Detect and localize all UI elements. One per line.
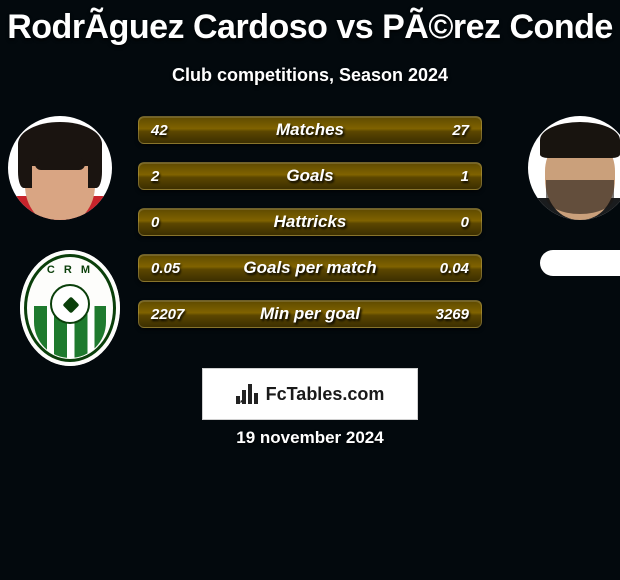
- stat-right-value: 3269: [436, 301, 469, 327]
- stat-right-value: 0.04: [440, 255, 469, 281]
- date-label: 19 november 2024: [0, 428, 620, 448]
- player-right-avatar: [528, 116, 620, 220]
- page-title: RodrÃ­guez Cardoso vs PÃ©rez Conde: [0, 0, 620, 47]
- stat-row-goals-per-match: 0.05 Goals per match 0.04: [138, 254, 482, 282]
- page-subtitle: Club competitions, Season 2024: [0, 65, 620, 86]
- stat-right-value: 27: [452, 117, 469, 143]
- club-right-badge: [540, 250, 620, 276]
- stat-label: Min per goal: [139, 301, 481, 327]
- player-left-avatar: [8, 116, 112, 220]
- stat-row-min-per-goal: 2207 Min per goal 3269: [138, 300, 482, 328]
- brand-text: FcTables.com: [266, 384, 385, 405]
- stat-rows: 42 Matches 27 2 Goals 1 0 Hattricks 0 0.…: [138, 116, 482, 328]
- stat-right-value: 0: [461, 209, 469, 235]
- stat-row-goals: 2 Goals 1: [138, 162, 482, 190]
- club-left-initials: C R M: [20, 264, 120, 276]
- club-left-badge: C R M: [20, 250, 120, 366]
- stat-label: Goals per match: [139, 255, 481, 281]
- stat-row-matches: 42 Matches 27: [138, 116, 482, 144]
- brand-badge: FcTables.com: [202, 368, 418, 420]
- stat-label: Matches: [139, 117, 481, 143]
- stat-label: Goals: [139, 163, 481, 189]
- comparison-panel: C R M 42 Matches 27 2 Goals 1 0 Hattrick…: [0, 116, 620, 376]
- bar-chart-icon: [236, 384, 260, 404]
- stat-label: Hattricks: [139, 209, 481, 235]
- stat-row-hattricks: 0 Hattricks 0: [138, 208, 482, 236]
- stat-right-value: 1: [461, 163, 469, 189]
